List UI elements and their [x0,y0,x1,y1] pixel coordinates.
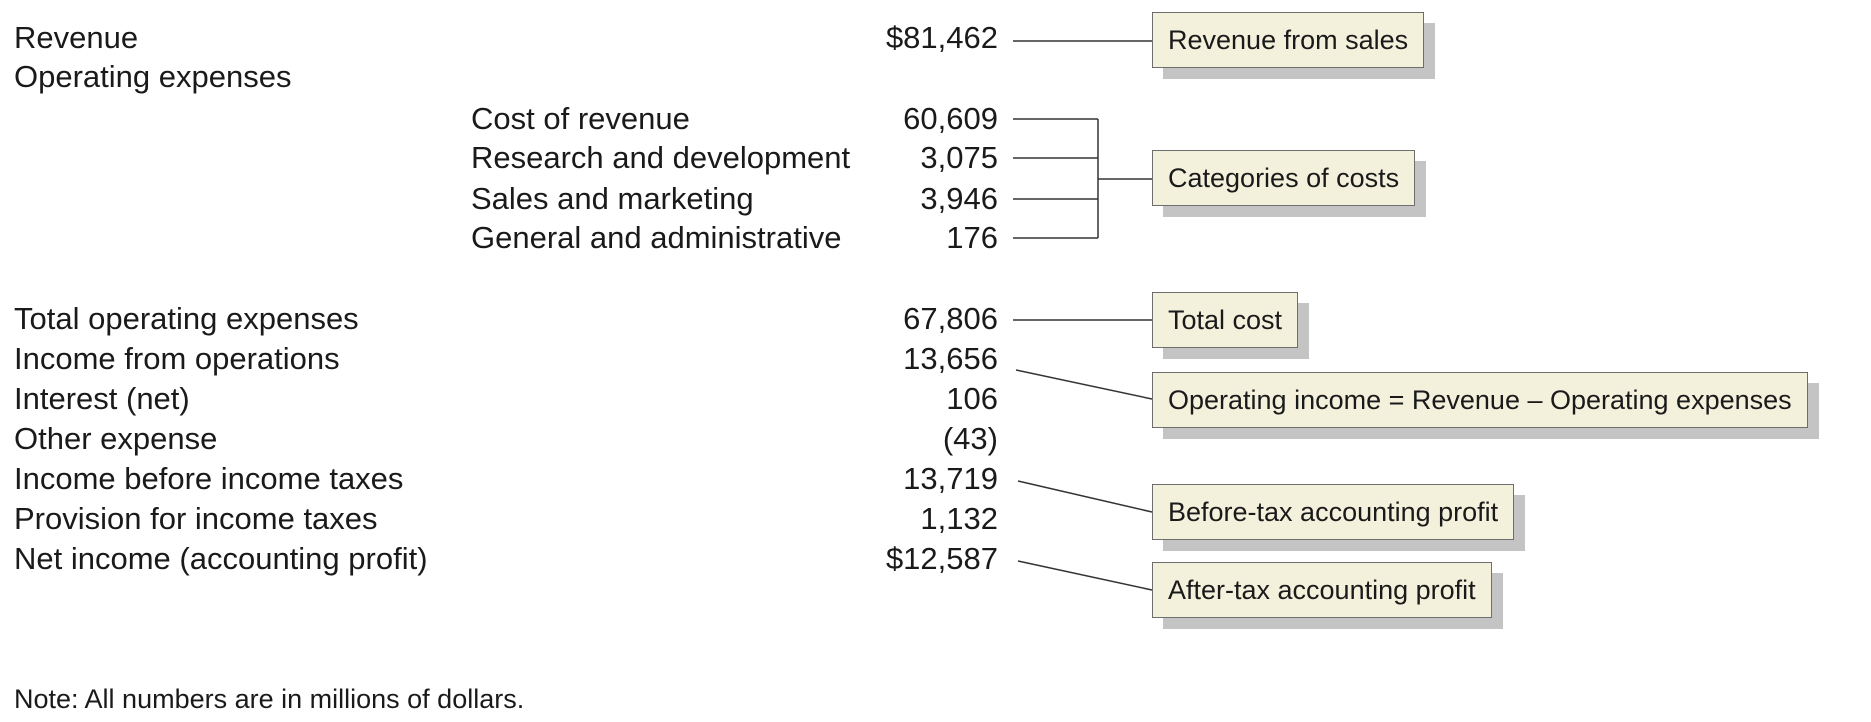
cost-item-value: 3,946 [920,181,998,216]
provision-income-taxes-label: Provision for income taxes [14,501,378,536]
callout-total-cost: Total cost [1152,292,1299,348]
callout-categories: Categories of costs [1152,150,1416,206]
other-expense-value: (43) [942,421,998,456]
total-operating-expenses-value: 67,806 [903,301,998,336]
total-operating-expenses-label: Total operating expenses [14,301,359,336]
cost-item-label: General and administrative [471,220,842,255]
income-before-taxes-value: 13,719 [903,461,998,496]
cost-item-value: 60,609 [903,101,998,136]
footnote: Note: All numbers are in millions of dol… [14,684,525,714]
leader-before-tax [1017,480,1153,513]
net-income-value: $12,587 [885,541,998,576]
cost-item-label: Sales and marketing [471,181,754,216]
cost-item-label: Cost of revenue [471,101,690,136]
cost-item-value: 176 [946,220,998,255]
provision-income-taxes-value: 1,132 [920,501,998,536]
callout-after-tax: After-tax accounting profit [1152,562,1492,618]
leader-after-tax [1017,560,1153,591]
callout-revenue: Revenue from sales [1152,12,1425,68]
income-from-operations-value: 13,656 [903,341,998,376]
revenue-value: $81,462 [885,20,998,55]
callout-operating-income: Operating income = Revenue – Operating e… [1152,372,1808,428]
leader-operating-income [1015,369,1153,400]
cost-item-value: 3,075 [920,140,998,175]
operating-expenses-label: Operating expenses [14,59,292,94]
interest-net-label: Interest (net) [14,381,190,416]
net-income-label: Net income (accounting profit) [14,541,428,576]
callout-before-tax: Before-tax accounting profit [1152,484,1515,540]
cost-item-label: Research and development [471,140,851,175]
other-expense-label: Other expense [14,421,218,456]
income-before-taxes-label: Income before income taxes [14,461,404,496]
income-from-operations-label: Income from operations [14,341,340,376]
revenue-label: Revenue [14,20,139,55]
interest-net-value: 106 [946,381,998,416]
